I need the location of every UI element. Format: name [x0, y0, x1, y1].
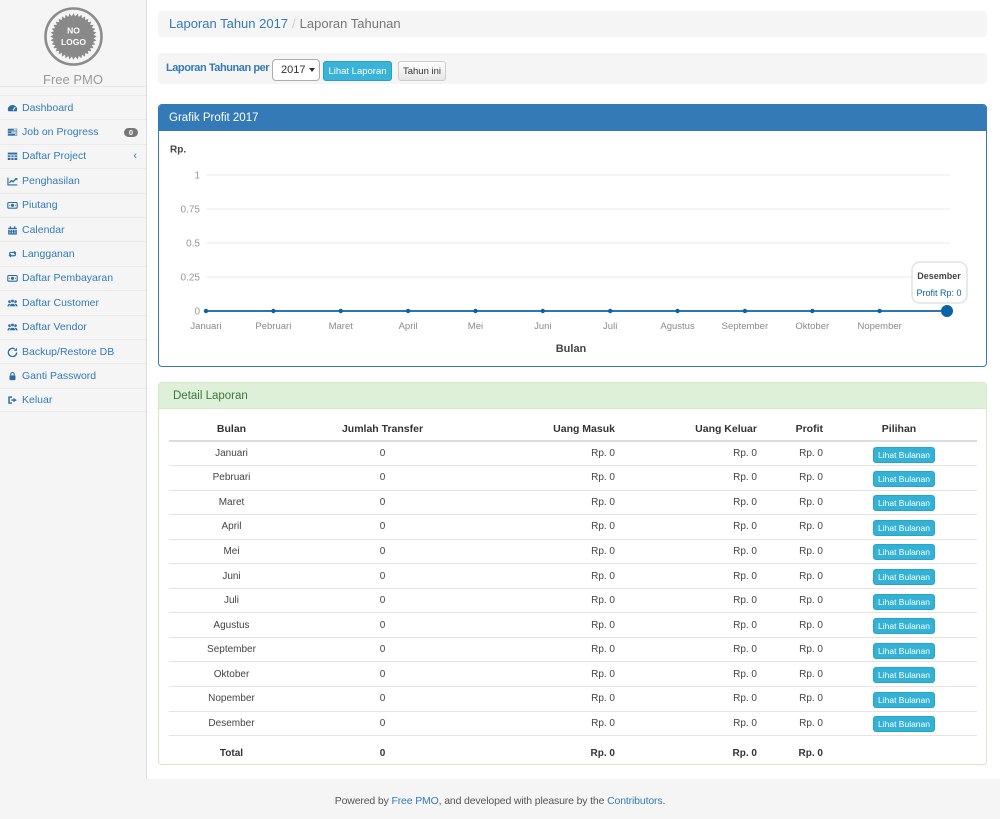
svg-text:Rp.: Rp. — [170, 145, 186, 156]
svg-text:Juli: Juli — [603, 321, 617, 332]
svg-text:0.75: 0.75 — [181, 205, 201, 216]
svg-text:Januari: Januari — [190, 321, 221, 332]
svg-text:0.5: 0.5 — [186, 239, 200, 250]
svg-text:Maret: Maret — [329, 321, 354, 332]
svg-text:September: September — [722, 321, 768, 332]
svg-text:Oktober: Oktober — [795, 321, 829, 332]
svg-text:Juni: Juni — [534, 321, 551, 332]
svg-text:Agustus: Agustus — [660, 321, 695, 332]
svg-text:NO: NO — [67, 26, 80, 36]
svg-text:April: April — [399, 321, 418, 332]
svg-text:LOGO: LOGO — [61, 37, 86, 47]
svg-text:0: 0 — [194, 307, 200, 318]
svg-text:Pebruari: Pebruari — [255, 321, 291, 332]
svg-text:Bulan: Bulan — [556, 343, 587, 355]
svg-text:Profit Rp: 0: Profit Rp: 0 — [916, 288, 961, 298]
svg-text:Nopember: Nopember — [857, 321, 901, 332]
svg-text:0.25: 0.25 — [181, 273, 201, 284]
svg-text:1: 1 — [194, 171, 200, 182]
svg-text:Desember: Desember — [917, 271, 961, 281]
svg-text:Mei: Mei — [468, 321, 483, 332]
